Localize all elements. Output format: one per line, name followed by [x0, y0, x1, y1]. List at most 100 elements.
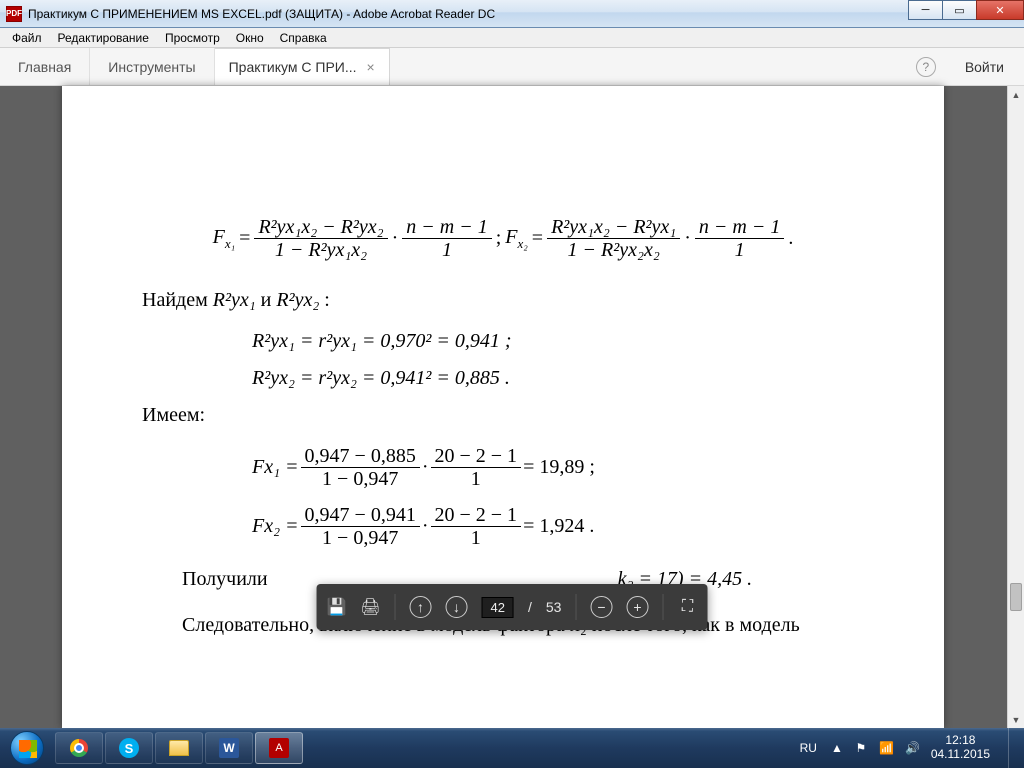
window-controls: ─ ▭ ✕: [908, 0, 1024, 20]
fx1-rhs: = 19,89 ;: [523, 456, 595, 479]
toolbar-sep-2: [575, 594, 576, 620]
help-button[interactable]: ?: [907, 48, 945, 85]
fx2-d1: 1 − 0,947: [318, 527, 402, 549]
fx1-lhs: Fx₁ =: [252, 456, 299, 479]
find-pre: Найдем: [142, 289, 213, 311]
clock[interactable]: 12:18 04.11.2015: [931, 734, 994, 762]
login-button[interactable]: Войти: [945, 48, 1024, 85]
eq-period: .: [788, 227, 793, 250]
text-find: Найдем R²yx₁ и R²yx₂ :: [142, 289, 864, 312]
start-button[interactable]: [0, 728, 54, 768]
page-sep: /: [528, 599, 532, 615]
scroll-up-icon[interactable]: ▲: [1008, 86, 1024, 103]
page-total: 53: [546, 599, 562, 615]
window-title: Практикум С ПРИМЕНЕНИЕМ MS EXCEL.pdf (ЗА…: [28, 7, 495, 21]
eq-frac1: R²yx₁x₂ − R²yx₂1 − R²yx₁x₂: [254, 216, 387, 261]
page-down-icon[interactable]: ↓: [446, 596, 468, 618]
system-tray: RU ▲ ⚑ 📶 🔊 12:18 04.11.2015: [796, 728, 1024, 768]
find-r1: R²yx₁: [213, 289, 256, 311]
menu-help[interactable]: Справка: [272, 29, 335, 47]
page-number-input[interactable]: 42: [482, 597, 514, 618]
eq-dot1: ·: [392, 227, 399, 250]
calc1-text: R²yx₁ = r²yx₁ = 0,970² = 0,941 ;: [252, 330, 512, 353]
eq-frac2-num: n − m − 1: [402, 216, 491, 238]
page-up-icon[interactable]: ↑: [410, 596, 432, 618]
tab-home[interactable]: Главная: [0, 48, 90, 85]
calc2-text: R²yx₂ = r²yx₂ = 0,941² = 0,885 .: [252, 367, 510, 390]
clock-date: 04.11.2015: [931, 748, 990, 762]
menu-view[interactable]: Просмотр: [157, 29, 228, 47]
eq-F: F: [213, 226, 225, 248]
eq-eq1: =: [239, 227, 250, 250]
vertical-scrollbar[interactable]: ▲ ▼: [1007, 86, 1024, 728]
maximize-button[interactable]: ▭: [942, 0, 976, 20]
calc-line-1: R²yx₁ = r²yx₁ = 0,970² = 0,941 ;: [252, 330, 864, 353]
tab-document[interactable]: Практикум С ПРИ... ×: [215, 48, 390, 85]
eq-frac4-den: 1: [731, 239, 749, 261]
eq-frac3-den: 1 − R²yx₂x₂: [564, 239, 664, 261]
taskbar-chrome[interactable]: [55, 732, 103, 764]
scroll-thumb[interactable]: [1010, 583, 1022, 611]
fullscreen-icon[interactable]: ⛶: [677, 597, 697, 617]
toolbar-sep-3: [662, 594, 663, 620]
close-button[interactable]: ✕: [976, 0, 1024, 20]
eq-frac3-num: R²yx₁x₂ − R²yx₁: [547, 216, 680, 238]
tab-tools[interactable]: Инструменты: [90, 48, 214, 85]
eq-frac2: n − m − 11: [402, 216, 491, 261]
print-icon[interactable]: 🖨: [361, 597, 381, 617]
minimize-button[interactable]: ─: [908, 0, 942, 20]
fx2-dot: ·: [422, 515, 429, 538]
menu-window[interactable]: Окно: [228, 29, 272, 47]
taskbar-word[interactable]: W: [205, 732, 253, 764]
find-colon: :: [319, 289, 330, 311]
taskbar-skype[interactable]: S: [105, 732, 153, 764]
menu-file[interactable]: Файл: [4, 29, 50, 47]
eq-frac3: R²yx₁x₂ − R²yx₁1 − R²yx₂x₂: [547, 216, 680, 261]
eq-F-sub2: x₂: [518, 236, 528, 251]
scroll-track[interactable]: [1008, 103, 1024, 711]
tabbar-spacer: [390, 48, 907, 85]
windows-taskbar: S W A RU ▲ ⚑ 📶 🔊 12:18 04.11.2015: [0, 728, 1024, 768]
taskbar-explorer[interactable]: [155, 732, 203, 764]
zoom-out-icon[interactable]: −: [590, 596, 612, 618]
fx2-n2: 20 − 2 − 1: [431, 504, 522, 526]
find-and: и: [256, 289, 277, 311]
calc-line-2: R²yx₂ = r²yx₂ = 0,941² = 0,885 .: [252, 367, 864, 390]
fx2-lhs: Fx₂ =: [252, 515, 299, 538]
zoom-in-icon[interactable]: +: [626, 596, 648, 618]
acrobat-tabbar: Главная Инструменты Практикум С ПРИ... ×…: [0, 48, 1024, 86]
show-desktop-button[interactable]: [1008, 728, 1018, 768]
document-viewport: Fx₁ = R²yx₁x₂ − R²yx₂1 − R²yx₁x₂ · n − m…: [0, 86, 1024, 728]
eq-dot2: ·: [684, 227, 691, 250]
tab-close-icon[interactable]: ×: [367, 59, 375, 75]
fx1-dot: ·: [422, 456, 429, 479]
help-icon: ?: [916, 57, 936, 77]
eq-frac1-den: 1 − R²yx₁x₂: [271, 239, 371, 261]
flag-icon[interactable]: ⚑: [853, 740, 869, 756]
fx2-frac2: 20 − 2 − 11: [431, 504, 522, 549]
save-icon[interactable]: 💾: [327, 597, 347, 617]
fx1-frac1: 0,947 − 0,8851 − 0,947: [301, 445, 420, 490]
volume-icon[interactable]: 🔊: [905, 740, 921, 756]
eq-frac4-num: n − m − 1: [695, 216, 784, 238]
eq-frac2-den: 1: [438, 239, 456, 261]
tray-overflow-icon[interactable]: ▲: [831, 741, 843, 755]
windows-orb-icon: [10, 731, 44, 765]
pdf-app-icon: PDF: [6, 6, 22, 22]
fx2-d2: 1: [467, 527, 485, 549]
language-indicator[interactable]: RU: [796, 739, 821, 757]
scroll-down-icon[interactable]: ▼: [1008, 711, 1024, 728]
eq-F-sub1: x₁: [225, 236, 235, 251]
menu-edit[interactable]: Редактирование: [50, 29, 157, 47]
fx2-rhs: = 1,924 .: [523, 515, 594, 538]
taskbar-acrobat[interactable]: A: [255, 732, 303, 764]
fx2-n1: 0,947 − 0,941: [301, 504, 420, 526]
fx1-d2: 1: [467, 468, 485, 490]
eq-eq2: =: [532, 227, 543, 250]
eq-F2: F: [505, 226, 517, 248]
tab-document-label: Практикум С ПРИ...: [229, 59, 357, 75]
network-icon[interactable]: 📶: [879, 740, 895, 756]
equation-main: Fx₁ = R²yx₁x₂ − R²yx₂1 − R²yx₁x₂ · n − m…: [142, 216, 864, 261]
eq-frac4: n − m − 11: [695, 216, 784, 261]
eq-semi: ;: [496, 227, 502, 250]
